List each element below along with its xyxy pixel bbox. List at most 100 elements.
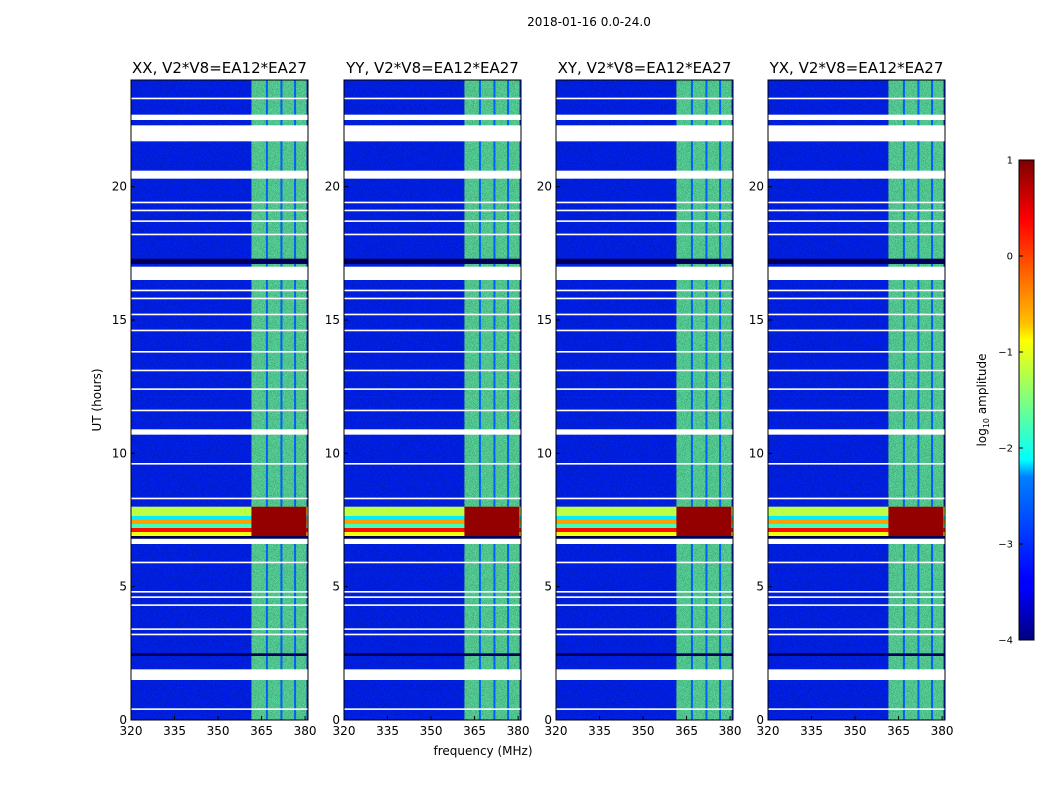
flag-line-21: [556, 97, 733, 100]
flag-line-7: [131, 497, 308, 500]
y-tick-label: 20: [537, 180, 552, 194]
flagged-row-0: [768, 669, 945, 680]
flag-line-2: [344, 628, 521, 630]
y-tick-label: 10: [112, 446, 127, 460]
channel-gap-0: [478, 80, 481, 720]
flag-line-0: [768, 708, 945, 710]
dark-row-1: [131, 536, 308, 539]
x-tick-label: 335: [800, 724, 823, 738]
flag-line-15: [556, 297, 733, 300]
dark-row-0: [556, 258, 733, 264]
rfi-row-4: [768, 516, 945, 520]
flag-line-3: [344, 604, 521, 606]
y-tick-label: 0: [756, 713, 764, 727]
active-band-noise: [888, 80, 944, 720]
rfi-row-1: [768, 528, 945, 532]
colorbar-tick-label: 0: [1007, 252, 1013, 263]
flag-line-2: [556, 628, 733, 630]
flag-line-18: [556, 220, 733, 222]
flag-line-21: [768, 97, 945, 100]
flag-line-11: [131, 369, 308, 372]
flagged-row-5: [131, 125, 308, 142]
flag-line-8: [131, 463, 308, 465]
flag-line-9: [344, 409, 521, 412]
x-tick-label: 350: [207, 724, 230, 738]
channel-gap-2: [294, 80, 297, 720]
flagged-row-2: [131, 429, 308, 435]
dark-row-2: [131, 653, 308, 656]
active-band-noise: [464, 80, 520, 720]
y-tick-label: 20: [325, 180, 340, 194]
flag-line-5: [556, 591, 733, 593]
flagged-row-5: [344, 125, 521, 142]
rfi-row-0: [344, 532, 521, 536]
flag-line-3: [768, 604, 945, 606]
flagged-row-3: [131, 266, 308, 280]
flag-line-13: [131, 329, 308, 332]
x-tick-label: 365: [250, 724, 273, 738]
rfi-row-3: [344, 520, 521, 524]
rfi-row-2: [344, 524, 521, 528]
flagged-row-2: [344, 429, 521, 435]
rfi-row-3: [556, 520, 733, 524]
flag-line-2: [768, 628, 945, 630]
panel-title: XX, V2*V8=EA12*EA27: [132, 59, 307, 77]
channel-gap-1: [280, 80, 283, 720]
flag-line-18: [768, 220, 945, 222]
colorbar-tick-label: −2: [998, 444, 1013, 455]
panel-title: YY, V2*V8=EA12*EA27: [345, 59, 519, 77]
panel-title: YX, V2*V8=EA12*EA27: [769, 59, 944, 77]
flagged-row-6: [768, 114, 945, 120]
flag-line-19: [131, 209, 308, 212]
panel-yy: YY, V2*V8=EA12*EA27 320 335 350 365 380 0 5 10 15…: [325, 59, 530, 738]
flag-line-0: [556, 708, 733, 710]
rfi-row-4: [344, 516, 521, 520]
y-tick-label: 15: [537, 313, 552, 327]
rfi-row-1: [344, 528, 521, 532]
x-tick-label: 350: [844, 724, 867, 738]
flag-line-3: [131, 604, 308, 606]
panel-frame: [130, 79, 309, 721]
flag-line-5: [344, 591, 521, 593]
flag-line-4: [556, 596, 733, 598]
rfi-row-1: [131, 528, 308, 532]
rfi-row-5: [768, 506, 945, 516]
flag-line-6: [344, 561, 521, 564]
flag-line-11: [768, 369, 945, 372]
dark-row-0: [344, 258, 521, 264]
x-tick-label: 335: [163, 724, 186, 738]
flag-line-4: [131, 596, 308, 598]
rfi-peak: [464, 506, 520, 536]
dark-row-1: [768, 536, 945, 539]
flagged-row-6: [344, 114, 521, 120]
flagged-row-4: [556, 170, 733, 179]
rfi-row-3: [131, 520, 308, 524]
flag-line-2: [131, 628, 308, 630]
rfi-band: [131, 506, 308, 536]
flagged-row-5: [556, 125, 733, 142]
flag-line-19: [768, 209, 945, 212]
colorbar-tick-label: −4: [998, 636, 1013, 647]
flag-line-13: [556, 329, 733, 332]
colorbar-label: log10 amplitude: [975, 354, 991, 447]
y-tick-label: 5: [332, 580, 340, 594]
x-tick-label: 380: [507, 724, 530, 738]
flagged-row-1: [344, 538, 521, 544]
flag-line-16: [556, 289, 733, 292]
flag-line-16: [768, 289, 945, 292]
y-tick-label: 20: [749, 180, 764, 194]
flagged-row-0: [344, 669, 521, 680]
x-tick-label: 365: [675, 724, 698, 738]
flag-line-1: [344, 633, 521, 636]
flag-line-13: [768, 329, 945, 332]
rfi-peak: [888, 506, 944, 536]
flag-line-17: [768, 233, 945, 236]
y-tick-label: 0: [332, 713, 340, 727]
flagged-row-6: [131, 114, 308, 120]
rfi-row-4: [131, 516, 308, 520]
flagged-row-4: [344, 170, 521, 179]
flag-line-7: [556, 497, 733, 500]
flagged-row-3: [344, 266, 521, 280]
y-tick-label: 0: [119, 713, 127, 727]
flag-line-18: [131, 220, 308, 222]
